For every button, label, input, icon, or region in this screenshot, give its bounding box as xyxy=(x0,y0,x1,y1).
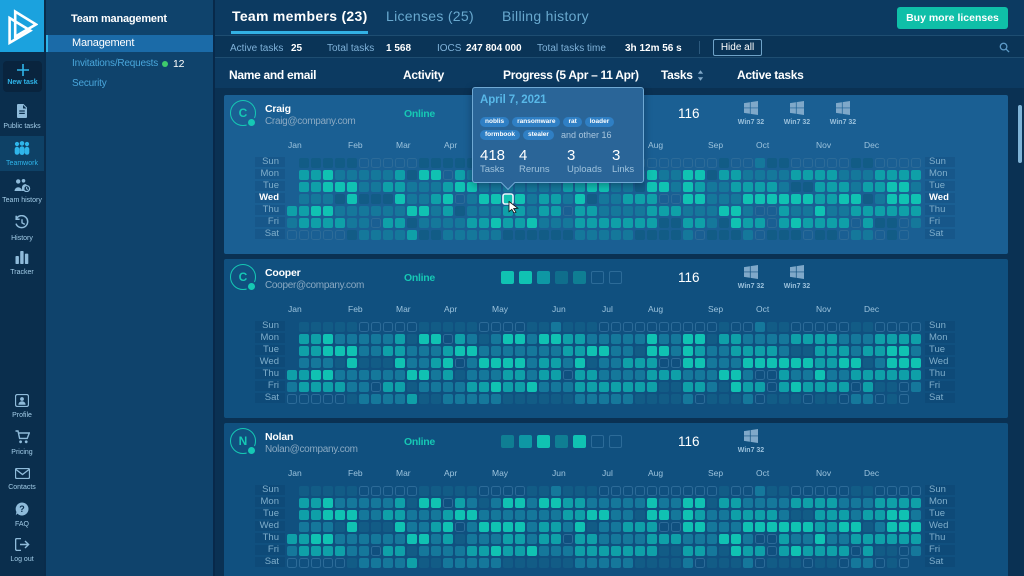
svg-text:?: ? xyxy=(19,504,25,514)
